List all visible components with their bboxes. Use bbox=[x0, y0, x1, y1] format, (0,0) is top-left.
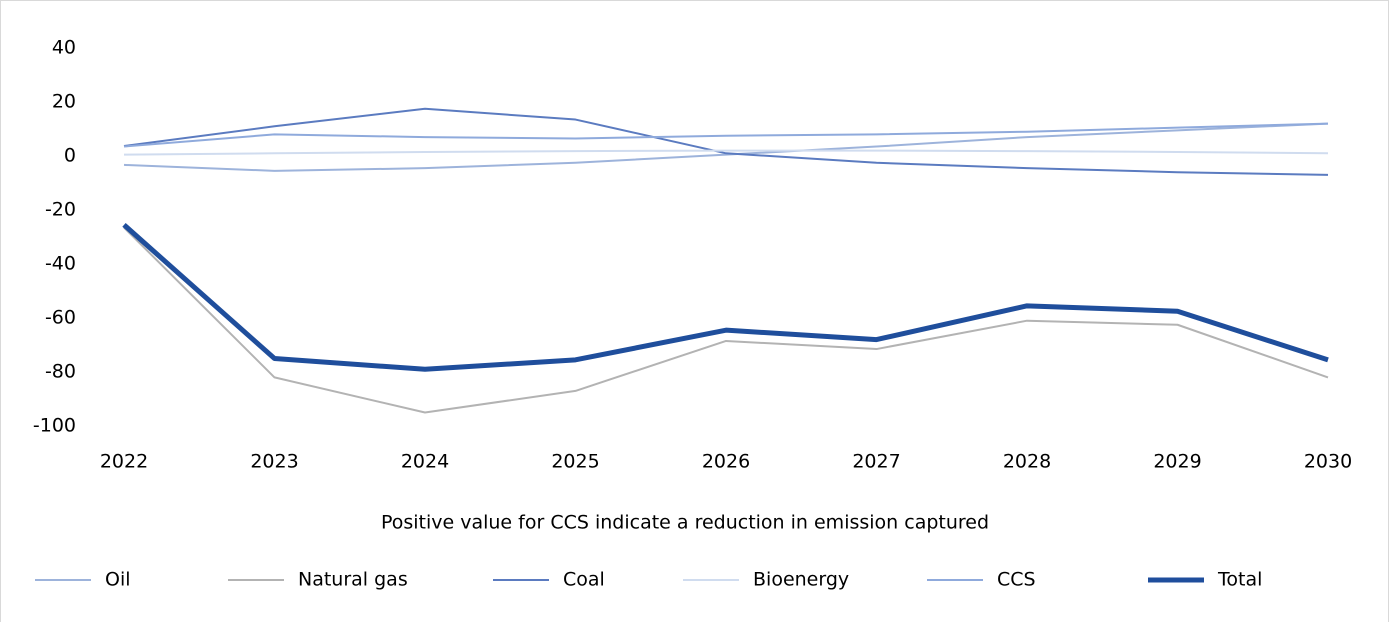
series-line bbox=[123, 122, 1329, 172]
y-tick-label: -100 bbox=[33, 415, 76, 437]
y-tick-label: 40 bbox=[52, 37, 76, 59]
x-tick-label: 2030 bbox=[1304, 451, 1352, 473]
legend-label: Total bbox=[1217, 569, 1262, 591]
x-tick-label: 2028 bbox=[1003, 451, 1051, 473]
x-tick-label: 2022 bbox=[100, 451, 148, 473]
x-tick-label: 2023 bbox=[250, 451, 298, 473]
x-tick-label: 2027 bbox=[852, 451, 900, 473]
legend-label: Bioenergy bbox=[753, 569, 849, 591]
series-line bbox=[123, 107, 1329, 176]
series-line bbox=[123, 149, 1329, 156]
series-line bbox=[123, 122, 1329, 148]
legend-label: Coal bbox=[563, 569, 605, 591]
x-tick-label: 2026 bbox=[702, 451, 750, 473]
legend-label: CCS bbox=[997, 569, 1036, 591]
y-tick-label: 0 bbox=[64, 145, 76, 167]
series-line bbox=[122, 222, 1329, 372]
legend-label: Natural gas bbox=[298, 569, 408, 591]
x-tick-label: 2029 bbox=[1153, 451, 1201, 473]
legend-label: Oil bbox=[105, 569, 131, 591]
y-tick-label: -80 bbox=[45, 361, 76, 383]
y-tick-label: 20 bbox=[52, 91, 76, 113]
y-tick-label: -40 bbox=[45, 253, 76, 275]
x-tick-label: 2025 bbox=[551, 451, 599, 473]
x-tick-label: 2024 bbox=[401, 451, 449, 473]
y-tick-label: -20 bbox=[45, 199, 76, 221]
series-line bbox=[123, 226, 1329, 414]
y-tick-label: -60 bbox=[45, 307, 76, 329]
x-axis-label: Positive value for CCS indicate a reduct… bbox=[381, 512, 989, 534]
